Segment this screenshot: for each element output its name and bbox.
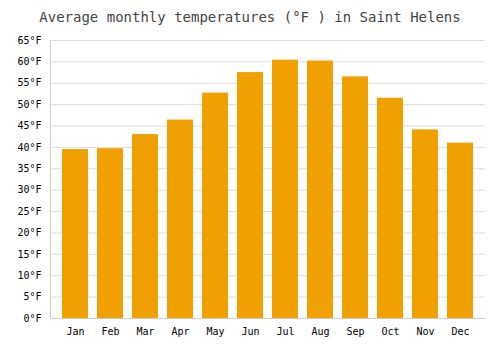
svg-text:Jul: Jul: [276, 326, 294, 337]
html-text:Average monthly temperatures (: Average monthly temperatures (°F ) in Sa…: [39, 9, 461, 25]
svg-text:5°F: 5°F: [23, 291, 41, 302]
svg-text:65°F: 65°F: [17, 35, 41, 46]
svg-text:Jun: Jun: [241, 326, 259, 337]
svg-text:Nov: Nov: [416, 326, 434, 337]
svg-text:0°F: 0°F: [23, 313, 41, 324]
svg-text:Apr: Apr: [171, 326, 189, 337]
svg-text:May: May: [206, 326, 224, 337]
svg-text:Feb: Feb: [101, 326, 119, 337]
svg-text:20°F: 20°F: [17, 227, 41, 238]
svg-text:55°F: 55°F: [17, 77, 41, 88]
svg-text:50°F: 50°F: [17, 99, 41, 110]
svg-text:30°F: 30°F: [17, 184, 41, 195]
svg-text:60°F: 60°F: [17, 56, 41, 67]
svg-text:Dec: Dec: [451, 326, 469, 337]
svg-text:40°F: 40°F: [17, 142, 41, 153]
svg-text:45°F: 45°F: [17, 120, 41, 131]
svg-text:Aug: Aug: [311, 326, 329, 337]
svg-text:35°F: 35°F: [17, 163, 41, 174]
svg-text:15°F: 15°F: [17, 249, 41, 260]
svg-text:Mar: Mar: [136, 326, 154, 337]
svg-text:25°F: 25°F: [17, 206, 41, 217]
svg-text:10°F: 10°F: [17, 270, 41, 281]
svg-text:Sep: Sep: [346, 326, 364, 337]
svg-text:Jan: Jan: [66, 326, 84, 337]
svg-text:Oct: Oct: [381, 326, 399, 337]
